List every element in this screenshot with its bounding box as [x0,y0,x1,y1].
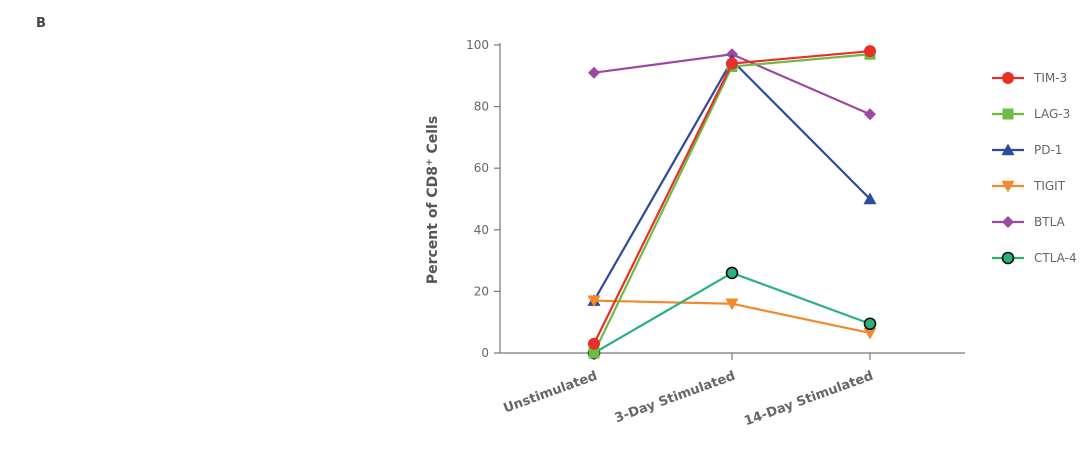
legend-label: TIGIT [1033,179,1066,193]
legend-marker [1002,72,1014,84]
x-tick-label: Unstimulated [502,369,600,417]
y-axis-label-sup: + [425,158,435,166]
legend-item: CTLA-4 [992,251,1077,265]
legend-label: CTLA-4 [1034,251,1077,265]
x-tick-label: 3-Day Stimulated [613,369,737,427]
legend: TIM-3 LAG-3 PD-1 TIGIT BTLA CTLA-4 [992,71,1077,265]
data-point [588,337,600,350]
legend-label: TIM-3 [1033,71,1067,85]
series-tim-3 [588,45,876,350]
data-point [588,66,600,79]
panel-label: B [36,16,46,31]
legend-marker [1002,108,1014,120]
y-axis-label-main: Percent of CD8 [425,166,441,284]
data-point [726,57,738,70]
legend-label: BTLA [1034,215,1066,229]
y-tick-label: 80 [474,100,489,114]
data-point [864,108,876,121]
x-tick-label: 14-Day Stimulated [742,369,875,430]
legend-marker [1001,143,1015,156]
data-point [588,347,600,359]
y-axis-label: Percent of CD8+ Cells [425,116,441,284]
y-tick-label: 20 [474,284,489,298]
legend-marker [1001,180,1015,193]
data-point [863,317,877,331]
y-axis-label-tail: Cells [425,116,441,159]
legend-item: LAG-3 [992,107,1070,121]
series-layer [587,45,877,360]
y-tick-label: 40 [474,223,489,237]
data-point [863,192,877,205]
series-ctla-4 [587,266,877,360]
legend-item: PD-1 [992,143,1062,157]
legend-marker [1001,251,1015,265]
series-lag-3 [588,48,876,359]
data-point [864,45,876,58]
series-tigit [587,295,877,340]
data-point [725,266,739,280]
data-point [725,298,739,311]
y-tick-label: 60 [474,161,489,175]
legend-marker [1002,216,1014,228]
data-point [587,295,601,308]
legend-item: TIM-3 [992,71,1067,85]
series-line [593,271,871,354]
data-point [863,327,877,340]
legend-label: LAG-3 [1034,107,1070,121]
y-tick-label: 0 [481,346,489,360]
legend-item: BTLA [992,215,1066,229]
y-tick-label: 100 [466,38,489,52]
legend-item: TIGIT [992,179,1066,193]
legend-label: PD-1 [1034,143,1062,157]
